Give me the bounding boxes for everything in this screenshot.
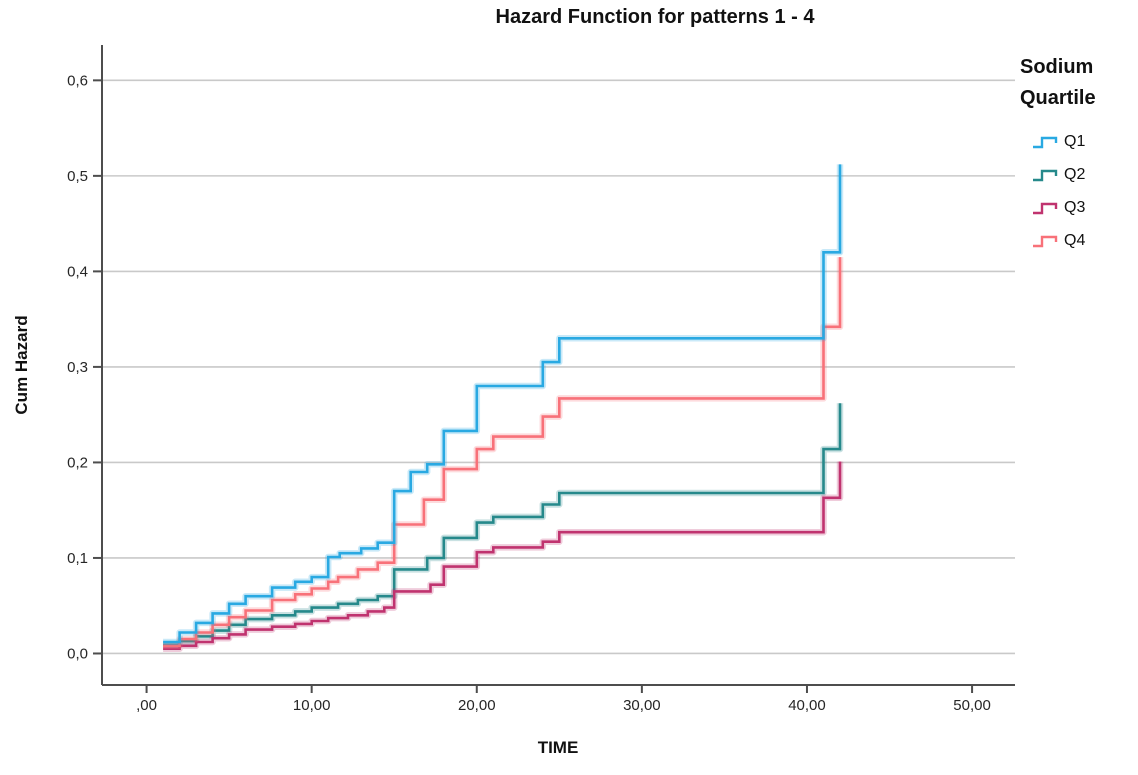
y-tick-label: 0,0: [67, 645, 88, 662]
legend: Sodium Quartile Q1 Q2 Q3 Q4: [1020, 52, 1135, 257]
series-Q1-glow: [163, 164, 844, 646]
x-tick-label: 50,00: [953, 697, 991, 714]
x-tick-label: 10,00: [293, 697, 331, 714]
series-Q3-line: [163, 461, 842, 650]
legend-item-q4: Q4: [1020, 224, 1135, 257]
x-axis-label: TIME: [537, 738, 579, 757]
legend-items: Q1 Q2 Q3 Q4: [1020, 125, 1135, 257]
series-Q4-line: [163, 257, 842, 648]
y-tick-label: 0,3: [67, 359, 88, 376]
legend-label: Q3: [1064, 198, 1086, 216]
x-tick-label: 40,00: [788, 697, 826, 714]
legend-item-q2: Q2: [1020, 158, 1135, 191]
series-Q2-line: [163, 403, 842, 647]
legend-title: Sodium Quartile: [1020, 52, 1135, 114]
y-tick-label: 0,5: [67, 168, 88, 185]
x-tick-label: 30,00: [623, 697, 661, 714]
x-tick-label: 20,00: [458, 697, 496, 714]
legend-step-marker-icon: [1033, 169, 1058, 181]
legend-item-q1: Q1: [1020, 125, 1135, 158]
series-Q1-line: [163, 164, 842, 644]
legend-label: Q4: [1064, 231, 1086, 249]
series-Q4-glow: [163, 257, 844, 650]
y-tick-label: 0,2: [67, 454, 88, 471]
y-tick-label: 0,1: [67, 550, 88, 567]
legend-step-marker-icon: [1033, 136, 1058, 148]
chart-title: Hazard Function for patterns 1 - 4: [495, 6, 815, 28]
x-tick-label: ,00: [136, 697, 157, 714]
legend-label: Q1: [1064, 132, 1086, 150]
legend-title-line1: Sodium: [1020, 56, 1094, 78]
legend-title-line2: Quartile: [1020, 87, 1096, 109]
y-tick-label: 0,6: [67, 72, 88, 89]
legend-step-marker-icon: [1033, 235, 1058, 247]
legend-step-marker-icon: [1033, 202, 1058, 214]
y-tick-label: 0,4: [67, 263, 88, 280]
legend-label: Q2: [1064, 165, 1086, 183]
legend-item-q3: Q3: [1020, 191, 1135, 224]
